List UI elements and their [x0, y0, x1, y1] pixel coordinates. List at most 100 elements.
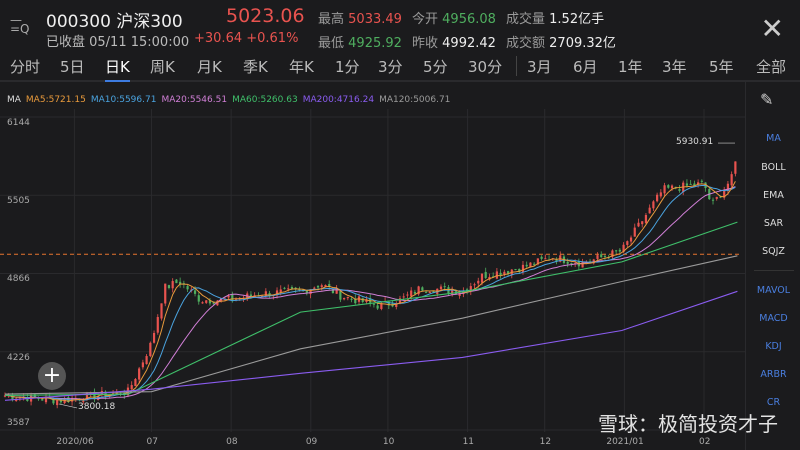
candle-body [626, 241, 629, 245]
candle-body [175, 279, 178, 284]
tab-15[interactable]: 5年 [709, 58, 734, 76]
tab-11[interactable]: 3月 [527, 58, 552, 76]
y-tick-label: 3587 [7, 418, 30, 428]
candle-body [734, 161, 737, 174]
candle-body [164, 283, 167, 304]
stat-label: 成交额 [506, 36, 546, 51]
candle-body [134, 379, 137, 387]
candle-body [316, 285, 320, 288]
candle-body [480, 273, 484, 283]
tab-1[interactable]: 5日 [60, 58, 85, 76]
stat-3: 最低 4925.92 [318, 32, 402, 51]
candle-body [521, 264, 525, 273]
candle-body [111, 393, 115, 395]
kline-chart[interactable] [0, 0, 745, 450]
menu-search-icon[interactable]: — =Q [10, 13, 30, 36]
candle-body [685, 183, 689, 186]
candle-body [376, 305, 379, 309]
tab-2[interactable]: 日K [105, 58, 130, 82]
candle-body [730, 174, 733, 186]
close-icon[interactable]: ✕ [760, 12, 784, 45]
candle-body [402, 296, 405, 298]
candle-body [473, 284, 476, 286]
candle-body [670, 185, 674, 189]
tab-6[interactable]: 年K [289, 58, 314, 76]
candle-body [56, 400, 59, 406]
ma5-line [4, 181, 736, 402]
candle-body [469, 286, 472, 292]
candle-body [644, 214, 648, 223]
tab-13[interactable]: 1年 [618, 58, 643, 76]
indicator-sar[interactable]: SAR [763, 218, 784, 229]
candle-body [343, 298, 346, 300]
candle-body [506, 271, 510, 274]
candle-body [290, 287, 294, 289]
candle-body [678, 189, 681, 191]
tab-5[interactable]: 季K [243, 58, 268, 76]
tab-14[interactable]: 3年 [662, 58, 687, 76]
stat-1: 今开 4956.08 [412, 8, 496, 27]
candle-body [283, 287, 286, 289]
indicator-ema[interactable]: EMA [763, 190, 784, 201]
candle-body [484, 271, 487, 278]
tab-7[interactable]: 1分 [335, 58, 360, 76]
stat-label: 昨收 [412, 36, 439, 51]
x-tick-label: 07 [146, 437, 158, 447]
candle-body [424, 291, 428, 293]
indicator-panel: MA BOLL EMA SAR SQJZ MAVOL MACD KDJ ARBR CR [745, 82, 800, 450]
stat-value: 1.52亿手 [549, 12, 605, 27]
indicator-ma[interactable]: MA [766, 133, 781, 144]
candle-body [138, 368, 141, 380]
candle-body [600, 254, 603, 258]
add-button[interactable]: + [38, 362, 66, 390]
y-tick-label: 4866 [7, 274, 30, 285]
edit-pencil-icon[interactable]: ✎ [760, 90, 774, 109]
indicator-kdj[interactable]: KDJ [765, 341, 782, 352]
indicator-sqjz[interactable]: SQJZ [762, 246, 785, 257]
candle-body [656, 194, 659, 202]
candle-body [421, 287, 424, 291]
candle-body [309, 289, 312, 295]
candle-body [141, 362, 144, 368]
indicator-arbr[interactable]: ARBR [760, 369, 787, 380]
candle-body [540, 256, 543, 259]
tab-16[interactable]: 全部 [756, 58, 787, 76]
candle-body [231, 294, 234, 302]
tab-3[interactable]: 周K [150, 58, 175, 76]
indicator-mavol[interactable]: MAVOL [756, 285, 791, 296]
candle-body [637, 222, 640, 227]
indicator-macd[interactable]: MACD [759, 313, 788, 324]
candle-body [171, 281, 174, 289]
x-tick-label: 09 [305, 437, 318, 447]
candle-body [641, 221, 644, 225]
candle-body [365, 299, 368, 302]
candle-body [499, 272, 502, 276]
x-tick-label: 08 [226, 437, 238, 447]
tab-10[interactable]: 30分 [468, 58, 503, 76]
ma200-line [4, 290, 738, 401]
stat-label: 最高 [318, 12, 345, 27]
tab-12[interactable]: 6月 [573, 58, 598, 76]
candle-body [160, 303, 163, 319]
indicator-boll[interactable]: BOLL [761, 162, 786, 173]
candle-body [663, 185, 666, 194]
candle-body [264, 291, 267, 297]
stat-label: 成交量 [506, 12, 546, 27]
candle-body [33, 394, 36, 398]
min-marker-line [58, 403, 78, 409]
stat-value: 4992.42 [442, 36, 496, 51]
tab-9[interactable]: 5分 [423, 58, 448, 76]
candle-body [596, 255, 599, 259]
candle-body [700, 180, 703, 182]
candle-body [697, 182, 700, 185]
stat-5: 成交额 2709.32亿 [506, 32, 616, 51]
candle-body [354, 298, 357, 304]
candle-body [410, 290, 413, 297]
tab-8[interactable]: 3分 [378, 58, 403, 76]
ma10-line [4, 185, 736, 401]
tab-4[interactable]: 月K [197, 58, 222, 76]
indicator-cr[interactable]: CR [766, 397, 781, 408]
tab-0[interactable]: 分时 [10, 58, 41, 76]
candle-body [380, 303, 383, 309]
stat-label: 最低 [318, 36, 345, 51]
